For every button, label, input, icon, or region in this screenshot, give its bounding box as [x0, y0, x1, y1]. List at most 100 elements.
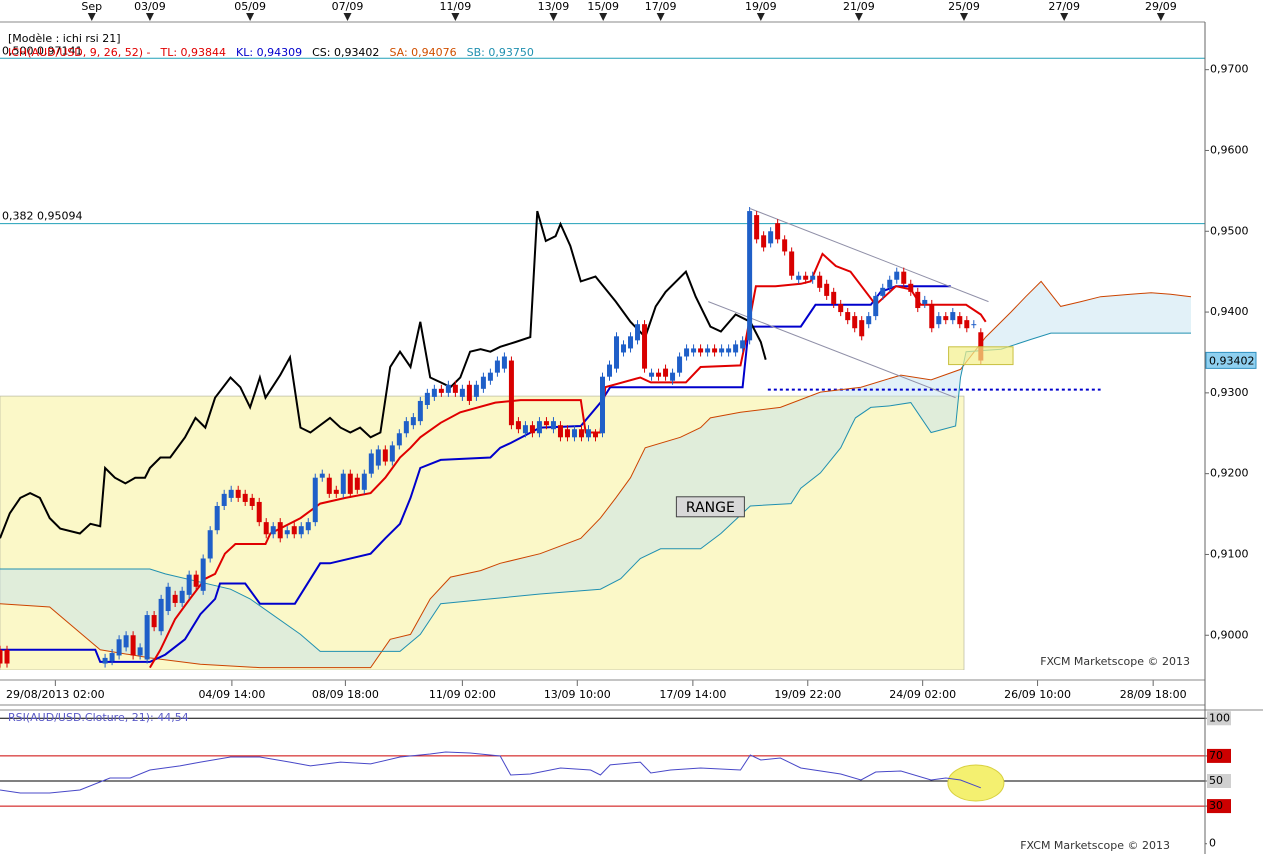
- candle-body: [550, 421, 556, 430]
- candle-body: [614, 336, 620, 369]
- candle-body: [866, 316, 872, 325]
- x-tick-label: 26/09 10:00: [1004, 688, 1071, 701]
- candle-body: [0, 649, 3, 664]
- y-tick-label: 0,9000: [1210, 628, 1249, 641]
- candle-body: [543, 421, 549, 426]
- series-line: [0, 210, 767, 539]
- candle-body: [284, 530, 290, 535]
- candle-body: [165, 586, 171, 612]
- candle-body: [102, 657, 108, 664]
- candle-body: [852, 316, 858, 329]
- candle-body: [130, 635, 136, 656]
- top-tick-label: 25/09: [948, 0, 980, 13]
- candle-body: [838, 303, 844, 313]
- candle-body: [4, 649, 10, 664]
- candle-body: [410, 417, 416, 426]
- candle-body: [761, 235, 767, 248]
- range-label-box: [675, 496, 745, 518]
- candle-body: [775, 223, 781, 240]
- candle-body: [557, 425, 563, 438]
- candle-body: [936, 316, 942, 325]
- legend-entry: SA: 0,94076: [389, 46, 456, 59]
- candle-body: [803, 275, 809, 280]
- top-tick-marker: [549, 13, 558, 21]
- candle-body: [656, 372, 662, 377]
- candle-body: [228, 489, 234, 498]
- y-tick-label: 50: [1209, 774, 1223, 787]
- candle-body: [628, 336, 634, 349]
- watermark: FXCM Marketscope © 2013: [1040, 655, 1190, 668]
- candle-body: [375, 449, 381, 466]
- candle-body: [270, 526, 276, 535]
- candle-body: [417, 400, 423, 422]
- y-tick-label: 0,9200: [1210, 467, 1249, 480]
- candle-body: [705, 348, 711, 353]
- candle-body: [571, 429, 577, 438]
- candle-body: [859, 320, 865, 337]
- candle-body: [326, 477, 332, 494]
- range-label: RANGE: [686, 500, 735, 516]
- candle-body: [333, 489, 339, 494]
- candle-body: [109, 653, 115, 662]
- candle-body: [389, 445, 395, 462]
- last-price-label: 0,93402: [1209, 354, 1255, 367]
- candle-body: [221, 493, 227, 506]
- candle-body: [796, 275, 802, 280]
- top-tick-label: 13/09: [538, 0, 570, 13]
- legend-entry: TL: 0,93844: [159, 46, 226, 59]
- top-tick-marker: [451, 13, 460, 21]
- top-tick-marker: [656, 13, 665, 21]
- y-tick-label: 0,9600: [1210, 143, 1249, 156]
- top-tick-label: 29/09: [1145, 0, 1177, 13]
- highlight-box: [948, 346, 1014, 366]
- candle-body: [214, 505, 220, 531]
- candle-body: [971, 324, 977, 326]
- candle-body: [466, 384, 472, 401]
- top-tick-marker: [145, 13, 154, 21]
- series-line: [0, 285, 951, 663]
- candle-body: [403, 421, 409, 434]
- candle-body: [663, 368, 669, 377]
- candle-body: [396, 433, 402, 446]
- candle-body: [473, 384, 479, 397]
- candle-body: [621, 344, 627, 353]
- top-tick-marker: [246, 13, 255, 21]
- candle-body: [186, 574, 192, 595]
- candle-body: [943, 316, 949, 321]
- candle-body: [340, 473, 346, 494]
- candle-body: [901, 271, 907, 284]
- candle-body: [592, 433, 598, 438]
- candle-body: [887, 279, 893, 288]
- series-line: [0, 280, 1192, 669]
- candle-body: [768, 231, 774, 244]
- candle-body: [880, 287, 886, 296]
- candle-body: [494, 360, 500, 373]
- rsi-title: RSI(AUD/USD.Cloture, 21): 44,54: [8, 711, 189, 724]
- candle-body: [116, 639, 122, 656]
- candle-body: [207, 530, 213, 559]
- candle-body: [382, 449, 388, 462]
- candle-body: [642, 324, 648, 369]
- candle-body: [789, 251, 795, 276]
- candle-body: [508, 360, 514, 426]
- candle-body: [908, 283, 914, 292]
- candle-body: [354, 477, 360, 490]
- candle-body: [151, 615, 157, 628]
- fib-level-label: 0,500 0,97141: [2, 44, 82, 57]
- y-tick-label: 0,9100: [1210, 547, 1249, 560]
- top-tick-marker: [1060, 13, 1069, 21]
- candle-body: [719, 348, 725, 353]
- x-tick-label: 08/09 18:00: [312, 688, 379, 701]
- candle-body: [298, 526, 304, 535]
- candle-body: [747, 211, 753, 341]
- legend-entry: CS: 0,93402: [312, 46, 379, 59]
- candle-body: [123, 635, 129, 648]
- candle-body: [684, 348, 690, 357]
- x-tick-label: 13/09 10:00: [544, 688, 611, 701]
- fib-level-label: 0,382 0,95094: [2, 210, 82, 223]
- last-price-box: [1205, 351, 1257, 369]
- y-tick-box: [1207, 711, 1231, 726]
- candle-body: [691, 348, 697, 353]
